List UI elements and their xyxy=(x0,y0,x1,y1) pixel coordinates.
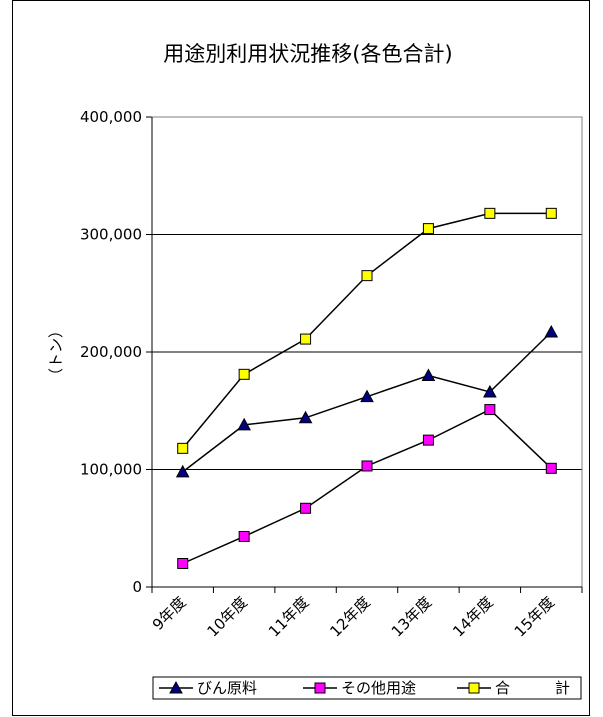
data-point xyxy=(300,333,312,345)
x-tick-label: 13年度 xyxy=(388,593,435,640)
data-point xyxy=(545,462,557,474)
data-point xyxy=(238,368,250,380)
data-point xyxy=(483,384,497,398)
chart-area: 用途別利用状況推移(各色合計) （トン） 0 100,000 200,000 300,… xyxy=(12,0,590,716)
data-point xyxy=(300,502,312,514)
y-tick-label: 200,000 xyxy=(80,343,142,361)
y-tick-label: 400,000 xyxy=(80,108,142,126)
data-point xyxy=(361,460,373,472)
series-line xyxy=(182,408,552,565)
legend: びん原料 その他用途 合 計 xyxy=(152,676,582,700)
data-point xyxy=(484,207,496,219)
legend-marker xyxy=(468,682,480,694)
data-point xyxy=(361,270,373,282)
data-point xyxy=(484,404,496,416)
y-tick-label: 300,000 xyxy=(80,226,142,244)
series-line xyxy=(182,212,552,449)
data-point xyxy=(177,558,189,569)
data-point xyxy=(298,410,313,424)
data-point xyxy=(422,434,434,446)
data-point xyxy=(238,530,250,542)
x-tick-label: 11年度 xyxy=(265,593,312,640)
legend-marker xyxy=(169,680,183,694)
legend-marker xyxy=(314,682,326,694)
plot-layer: 0 100,000 200,000 300,000 400,000 9年度 10年度 11年度… xyxy=(80,108,583,641)
x-tick-label: 14年度 xyxy=(449,593,496,640)
data-point xyxy=(177,442,189,454)
data-point xyxy=(421,368,436,381)
legend-label: びん原料 xyxy=(197,679,257,697)
chart-title: 用途別利用状況推移(各色合計) xyxy=(163,42,452,66)
data-point xyxy=(360,389,374,403)
x-tick-label: 15年度 xyxy=(511,593,558,640)
data-point xyxy=(422,223,434,235)
y-tick-label: 0 xyxy=(132,578,142,596)
line-chart: 用途別利用状況推移(各色合計) （トン） 0 100,000 200,000 300,… xyxy=(47,42,583,700)
data-point xyxy=(175,464,190,478)
data-point xyxy=(544,324,559,338)
data-point xyxy=(237,417,251,431)
x-tick-label: 10年度 xyxy=(204,593,251,640)
data-point xyxy=(545,207,557,219)
y-tick-label: 100,000 xyxy=(80,461,142,479)
x-tick-label: 9年度 xyxy=(149,593,190,634)
y-axis-label: （トン） xyxy=(47,323,65,383)
legend-label: その他用途 xyxy=(341,679,416,697)
legend-label: 合 計 xyxy=(495,679,570,697)
x-tick-label: 12年度 xyxy=(326,593,373,640)
